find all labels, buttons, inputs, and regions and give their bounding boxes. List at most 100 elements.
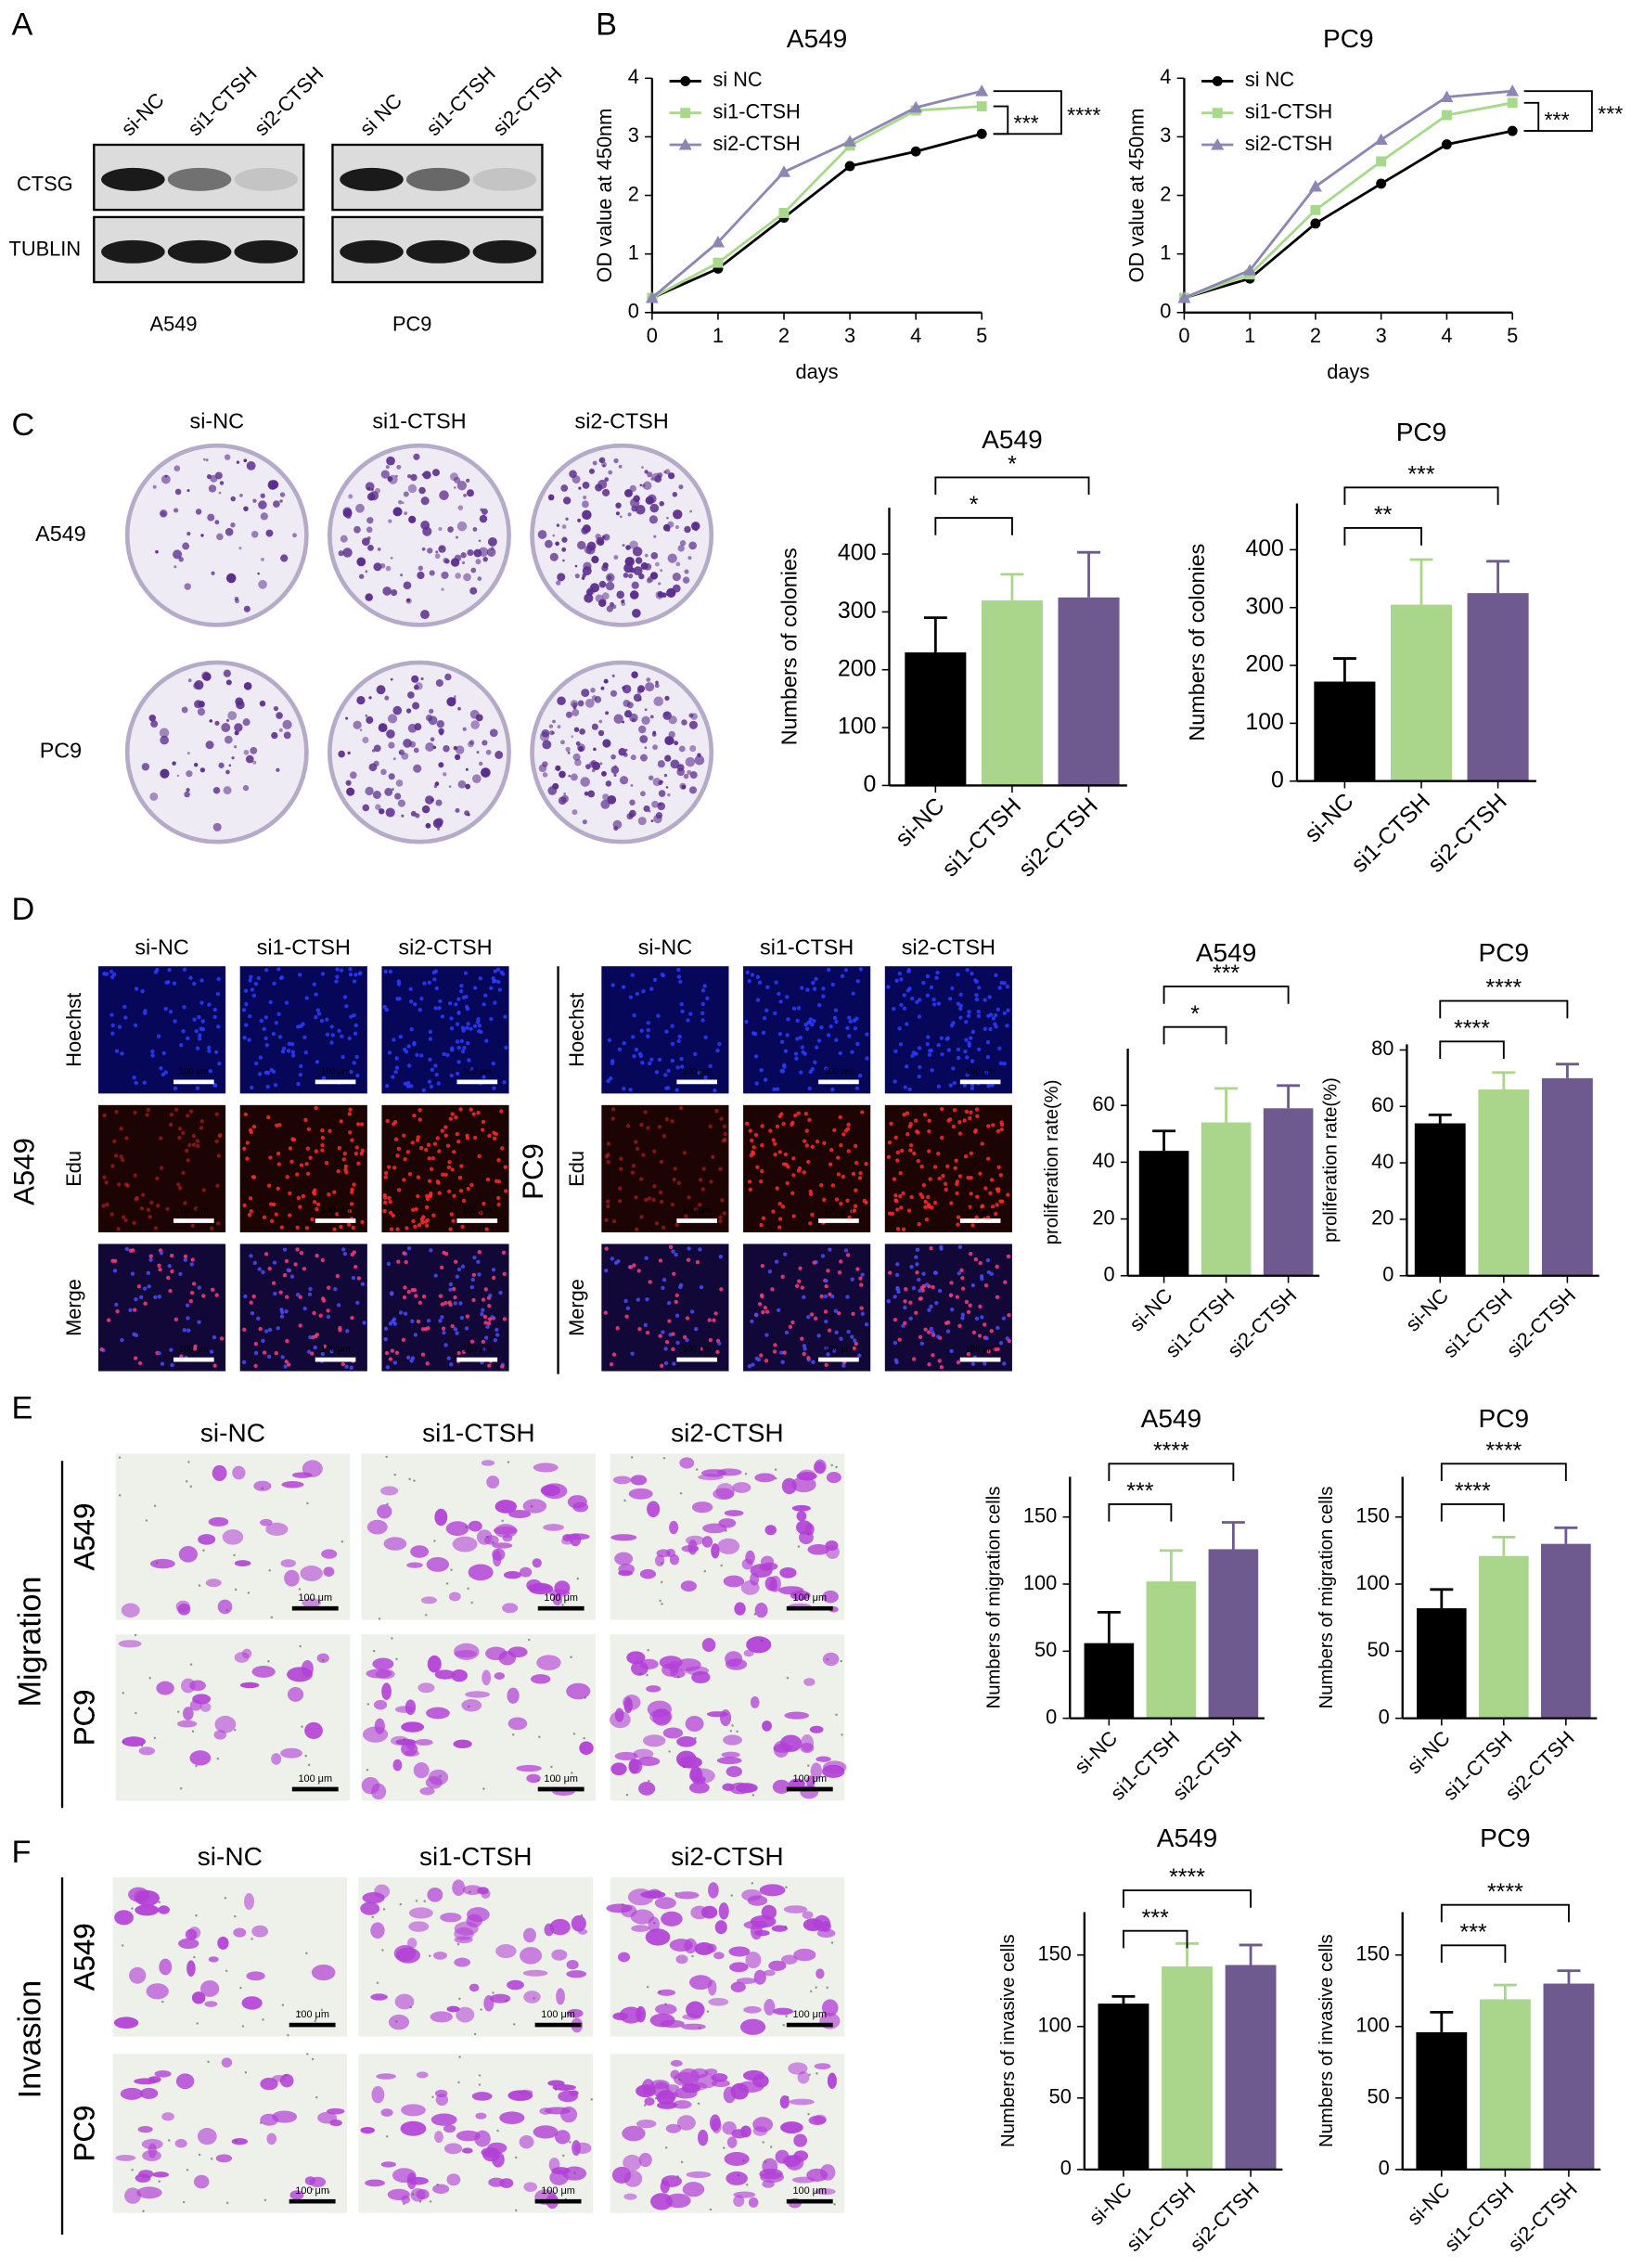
cell: [426, 1556, 450, 1572]
colony: [231, 756, 235, 760]
nucleus: [446, 1189, 452, 1194]
colony: [633, 566, 643, 576]
bar: [905, 652, 967, 786]
colony: [637, 817, 647, 826]
colony: [569, 470, 577, 479]
cell: [178, 1546, 198, 1563]
x-tick-label: si2-CTSH: [1503, 2178, 1581, 2256]
nucleus: [467, 1058, 471, 1063]
pore: [833, 2203, 836, 2206]
nucleus: [659, 1363, 664, 1368]
y-tick-label: 40: [1092, 1149, 1114, 1172]
colony: [639, 735, 649, 743]
nucleus: [635, 1146, 640, 1152]
nucleus: [460, 1224, 465, 1230]
nucleus: [280, 1355, 285, 1360]
colony: [436, 827, 441, 831]
colony: [631, 581, 639, 589]
colony: [267, 480, 278, 490]
nucleus: [763, 1306, 768, 1310]
nucleus: [276, 1162, 282, 1166]
colony: [582, 509, 592, 521]
cell: [750, 1923, 763, 1940]
scale-label: 100 μm: [298, 1592, 332, 1604]
colony: [619, 515, 623, 519]
nucleus: [847, 1215, 852, 1220]
colony: [688, 541, 698, 550]
nucleus: [604, 1218, 609, 1223]
cell: [453, 1739, 472, 1748]
significance-bracket: [934, 517, 1013, 535]
stain-label: Merge: [62, 1279, 85, 1336]
nucleus: [641, 1153, 646, 1157]
column-label: si1-CTSH: [422, 1419, 535, 1448]
nucleus: [158, 1267, 162, 1272]
nucleus: [191, 1133, 197, 1139]
nucleus: [894, 1272, 900, 1278]
cell: [481, 1460, 495, 1466]
significance-bracket: [1440, 1463, 1567, 1482]
nucleus: [859, 1306, 864, 1310]
nucleus: [671, 1347, 675, 1352]
nucleus: [362, 1321, 366, 1325]
nucleus: [658, 1258, 663, 1263]
cell: [120, 2087, 144, 2100]
nucleus: [156, 1203, 161, 1208]
pore: [797, 1545, 801, 1548]
colony: [444, 559, 450, 564]
nucleus: [639, 1028, 644, 1033]
nucleus: [1005, 1336, 1009, 1341]
nucleus: [424, 1193, 430, 1199]
colony: [568, 774, 572, 778]
nucleus: [611, 1352, 617, 1357]
nucleus: [824, 1279, 828, 1283]
nucleus: [964, 1299, 970, 1305]
nucleus: [263, 968, 269, 973]
colony: [677, 545, 685, 552]
nucleus: [911, 1285, 917, 1291]
nucleus: [488, 1293, 493, 1298]
nucleus: [173, 1019, 177, 1024]
y-tick-label: 3: [1160, 123, 1171, 147]
nucleus: [308, 1334, 313, 1340]
pore: [239, 1986, 242, 1990]
colony: [485, 749, 492, 755]
y-tick-label: 150: [1355, 1504, 1389, 1527]
nucleus: [901, 1227, 906, 1232]
significance-bracket: [1440, 1903, 1570, 1923]
pore: [782, 2023, 786, 2027]
pore: [425, 1614, 428, 1617]
cell: [803, 1918, 824, 1932]
nucleus: [970, 1059, 975, 1063]
nucleus: [670, 1058, 674, 1063]
nucleus: [348, 967, 353, 972]
cell: [401, 2195, 411, 2204]
colony: [392, 757, 396, 761]
pore: [261, 1487, 264, 1489]
nucleus: [976, 1013, 982, 1018]
nucleus: [280, 1049, 286, 1054]
nucleus: [635, 1227, 639, 1232]
nucleus: [352, 1250, 356, 1255]
colony: [243, 458, 248, 463]
series-line: [1183, 89, 1513, 300]
nucleus: [349, 1014, 353, 1019]
cell: [724, 1510, 744, 1517]
nucleus: [914, 1255, 918, 1259]
pore: [234, 1729, 237, 1732]
nucleus: [906, 968, 911, 973]
nucleus: [922, 1113, 928, 1117]
nucleus: [416, 1138, 420, 1142]
colony: [386, 729, 395, 739]
nucleus: [441, 1326, 446, 1331]
cell: [764, 1969, 776, 1977]
pore: [683, 1766, 686, 1769]
nucleus: [836, 1172, 841, 1177]
marker: [777, 165, 791, 177]
nucleus: [810, 1022, 815, 1027]
y-axis-label: proliferation rate(%): [1042, 1079, 1062, 1244]
colony: [637, 685, 646, 693]
nucleus: [764, 1333, 769, 1337]
bar: [1390, 604, 1453, 781]
colony: [545, 539, 553, 548]
